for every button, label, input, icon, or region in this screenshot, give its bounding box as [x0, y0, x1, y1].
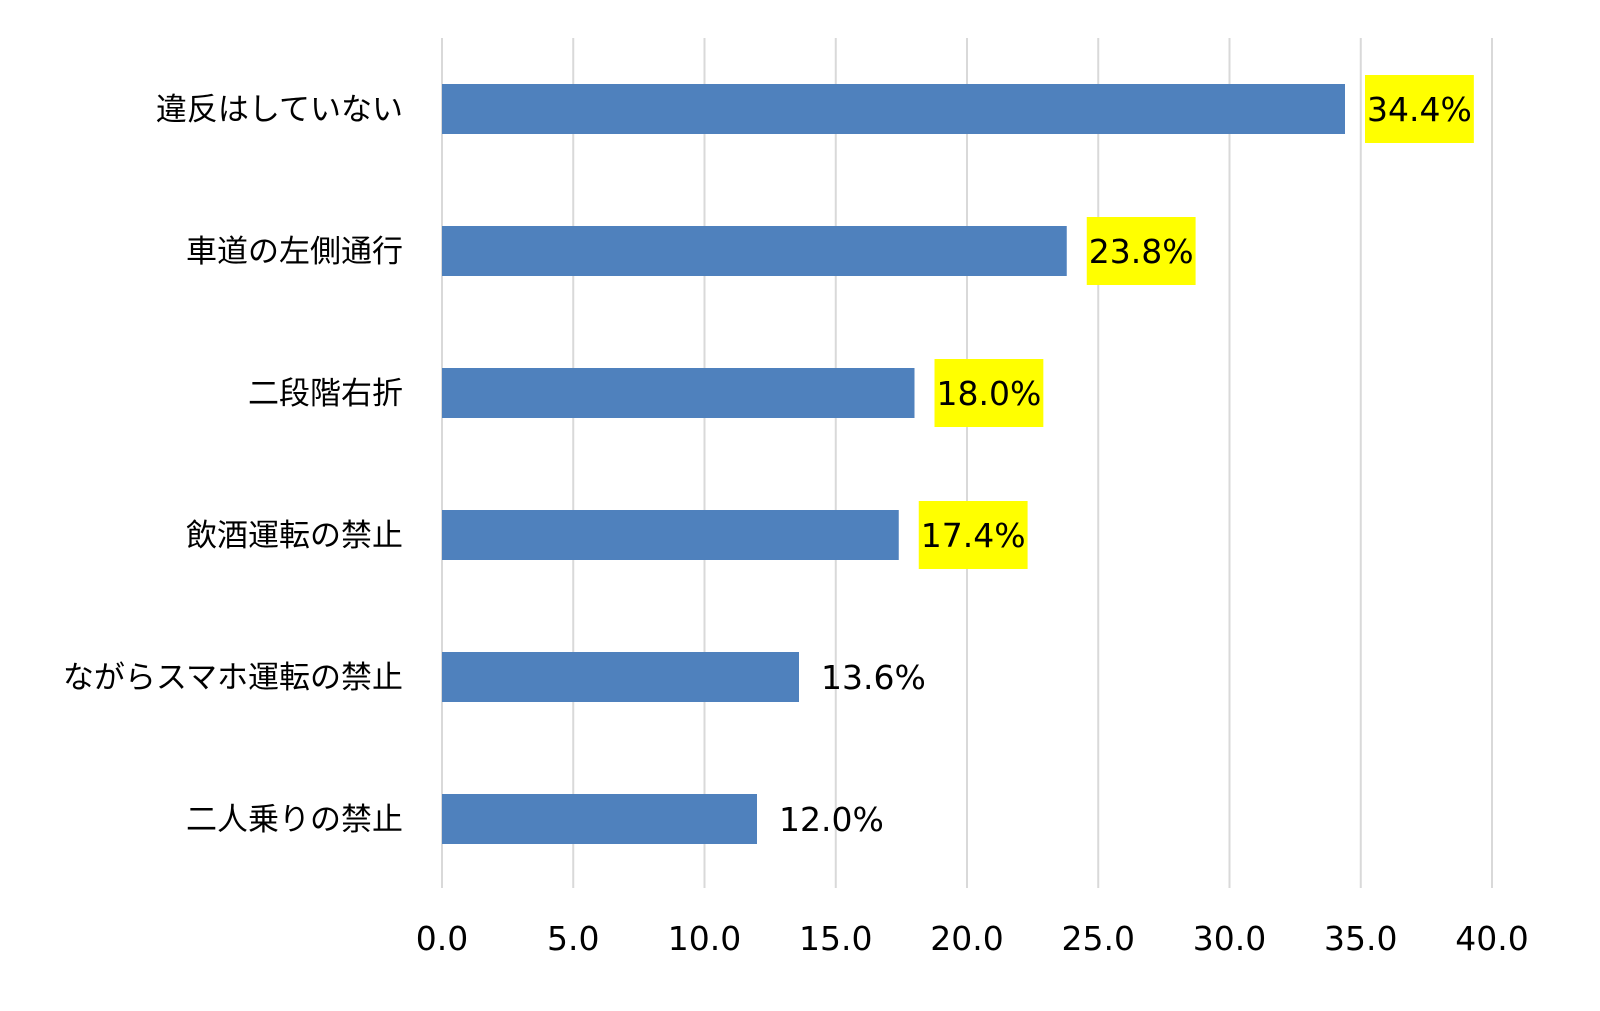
x-tick-label: 15.0: [799, 919, 872, 958]
data-label-highlight: [1365, 75, 1474, 143]
x-tick-label: 5.0: [547, 919, 599, 958]
x-tick-label: 35.0: [1324, 919, 1397, 958]
x-tick-label: 0.0: [416, 919, 468, 958]
gridlines: [441, 38, 1493, 888]
bar: [442, 226, 1067, 276]
data-label: 12.0%: [779, 800, 884, 839]
bar: [442, 794, 757, 844]
category-label: 車道の左側通行: [186, 234, 403, 270]
data-label-highlight: [1086, 217, 1196, 285]
category-label: 二段階右折: [248, 376, 403, 412]
x-tick-label: 30.0: [1193, 919, 1266, 958]
x-tick-label: 40.0: [1455, 919, 1528, 958]
data-labels: 34.4% 23.8% 18.0% 17.4% 13.6% 12.0%: [779, 75, 1474, 839]
category-label: 二人乗りの禁止: [186, 802, 403, 838]
x-tick-label: 25.0: [1062, 919, 1135, 958]
x-axis-tick-labels: 0.0 5.0 10.0 15.0 20.0 25.0 30.0 35.0 40.0: [416, 919, 1529, 958]
bar: [442, 84, 1345, 134]
x-tick-label: 10.0: [668, 919, 741, 958]
category-label: ながらスマホ運転の禁止: [63, 660, 403, 696]
category-label: 違反はしていない: [156, 92, 403, 128]
bar: [442, 510, 899, 560]
category-labels: 違反はしていない車道の左側通行二段階右折飲酒運転の禁止ながらスマホ運転の禁止二人…: [63, 92, 403, 838]
data-label: 23.8%: [1089, 232, 1194, 271]
bar: [442, 652, 799, 702]
bars: [442, 84, 1345, 844]
category-label: 飲酒運転の禁止: [186, 518, 403, 554]
data-label-highlight: [918, 501, 1028, 569]
data-label: 18.0%: [937, 374, 1042, 413]
x-tick-label: 20.0: [930, 919, 1003, 958]
data-label-highlight: [934, 359, 1044, 427]
bar: [442, 368, 915, 418]
data-label: 13.6%: [821, 658, 926, 697]
data-label: 17.4%: [921, 516, 1026, 555]
data-label: 34.4%: [1367, 90, 1472, 129]
